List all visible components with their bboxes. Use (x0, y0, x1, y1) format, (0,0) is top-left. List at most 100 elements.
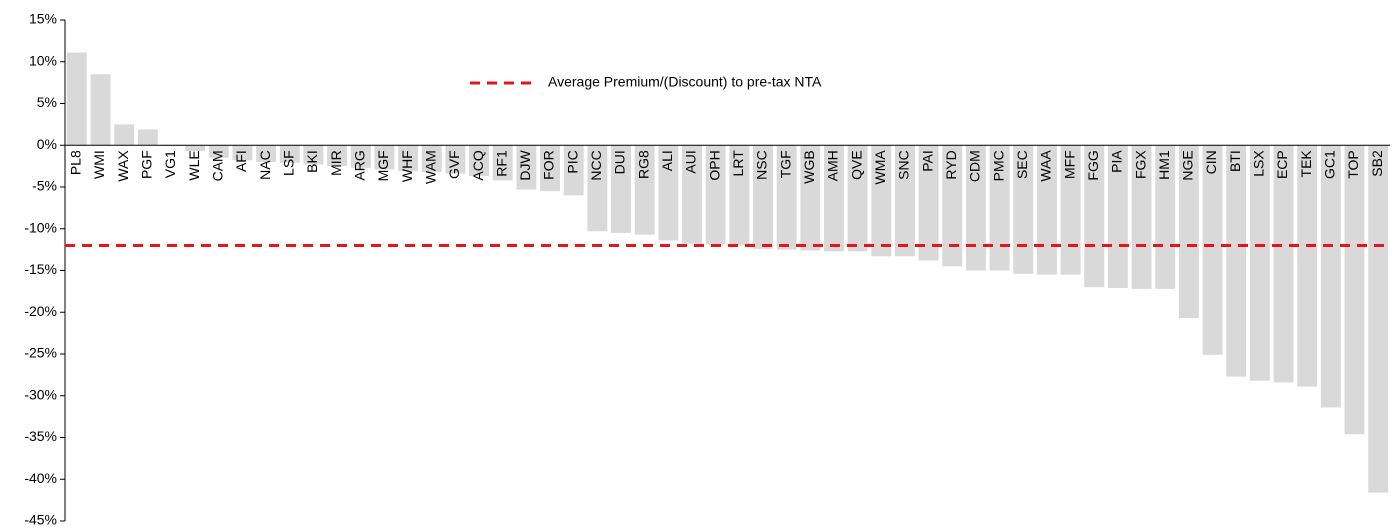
x-tick-label: WAM (422, 150, 438, 184)
bar (1249, 145, 1270, 381)
x-tick-label: VG1 (162, 150, 178, 178)
bar (516, 145, 537, 190)
x-tick-label: NGE (1180, 150, 1196, 180)
bar (587, 145, 608, 232)
bar (1155, 145, 1176, 289)
bar (1060, 145, 1081, 275)
bar (1344, 145, 1365, 435)
x-tick-label: FGG (1085, 150, 1101, 180)
y-tick-label: 15% (29, 11, 57, 27)
bar (492, 145, 513, 181)
bar (1084, 145, 1105, 288)
x-tick-label: DJW (517, 149, 533, 180)
x-tick-label: WMA (872, 150, 888, 185)
x-tick-label: WLE (186, 150, 202, 180)
x-tick-label: PGF (139, 150, 155, 179)
bar (611, 145, 631, 233)
x-tick-label: ECP (1274, 150, 1290, 179)
bar (989, 145, 1010, 271)
bar (137, 129, 158, 146)
x-tick-label: FOR (541, 150, 557, 180)
bar (208, 145, 229, 158)
x-tick-label: PAI (919, 150, 935, 172)
x-tick-label: BTI (1227, 150, 1243, 172)
y-tick-label: -20% (24, 303, 57, 319)
y-tick-label: 10% (29, 52, 57, 68)
x-tick-label: AMH (825, 150, 841, 181)
x-tick-label: RF1 (493, 150, 509, 177)
bar (753, 145, 773, 249)
y-tick-label: -30% (24, 386, 57, 402)
x-tick-label: TGF (777, 150, 793, 178)
x-tick-label: WHF (399, 150, 415, 182)
bar (1202, 145, 1223, 355)
y-tick-label: -40% (24, 470, 57, 486)
bar (185, 145, 206, 152)
bar (1297, 145, 1318, 387)
y-tick-label: -15% (24, 261, 57, 277)
x-tick-label: NAC (257, 150, 273, 180)
bar (1368, 145, 1389, 493)
bar (847, 145, 868, 252)
x-tick-label: TOP (1345, 150, 1361, 179)
x-tick-label: GVF (446, 150, 462, 179)
x-tick-label: ARG (351, 150, 367, 180)
bar (398, 145, 419, 172)
x-tick-label: BKI (304, 150, 320, 173)
y-tick-label: 0% (37, 136, 57, 152)
x-tick-label: PIC (564, 150, 580, 173)
x-tick-label: RG8 (635, 150, 651, 179)
bar (634, 145, 655, 235)
x-tick-label: TEK (1298, 150, 1314, 178)
x-tick-label: CIN (1203, 150, 1219, 174)
bar (90, 74, 111, 146)
bar (114, 124, 135, 146)
bar (350, 145, 371, 168)
bar (279, 145, 300, 163)
bar (871, 145, 892, 257)
bar (658, 145, 679, 241)
bar (563, 145, 584, 196)
bar (824, 145, 844, 252)
x-tick-label: LRT (730, 150, 746, 177)
x-tick-label: RYD (943, 150, 959, 179)
bar (232, 145, 253, 161)
bar (966, 145, 986, 271)
x-tick-label: WAA (1038, 150, 1054, 182)
bar (1131, 145, 1152, 289)
legend-label: Average Premium/(Discount) to pre-tax NT… (548, 74, 822, 90)
bar (421, 145, 442, 172)
y-tick-label: 5% (37, 94, 57, 110)
x-tick-label: NSC (754, 150, 770, 180)
bar (682, 145, 702, 244)
bar (942, 145, 963, 267)
x-tick-label: AUI (683, 150, 699, 173)
bar (1013, 145, 1034, 274)
x-tick-label: NCC (588, 150, 604, 180)
bar (540, 145, 560, 192)
x-tick-label: AFI (233, 150, 249, 172)
bar (66, 52, 87, 146)
x-tick-label: WMI (91, 150, 107, 179)
x-tick-label: WAX (115, 150, 131, 182)
bar (918, 145, 939, 261)
bar (1226, 145, 1247, 377)
bar (327, 145, 348, 167)
y-tick-label: -35% (24, 428, 57, 444)
bar (1036, 145, 1057, 275)
bar (1273, 145, 1294, 383)
x-tick-label: OPH (706, 150, 722, 180)
bar (729, 145, 750, 246)
bar (800, 145, 821, 251)
x-tick-label: PL8 (68, 150, 84, 175)
bar (1320, 145, 1341, 408)
x-tick-label: ALI (659, 150, 675, 171)
bar (445, 145, 466, 174)
bar (776, 145, 797, 250)
bar (256, 145, 277, 162)
x-tick-label: SEC (1014, 150, 1030, 179)
bar (469, 145, 489, 177)
x-tick-label: MIR (328, 150, 344, 176)
y-tick-label: -10% (24, 219, 57, 235)
